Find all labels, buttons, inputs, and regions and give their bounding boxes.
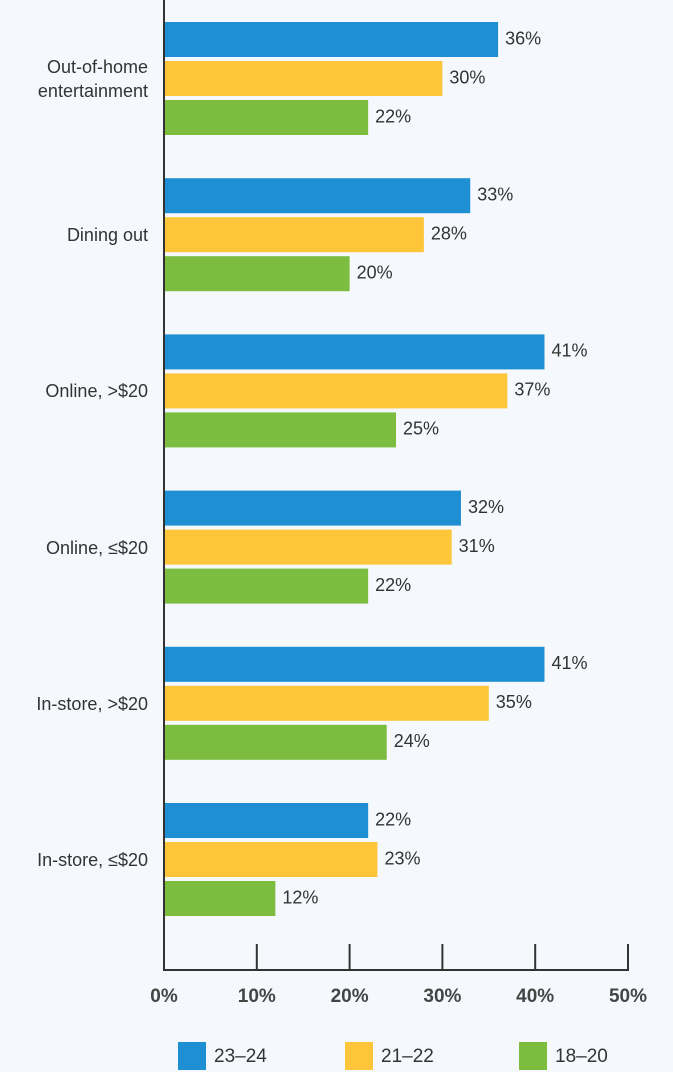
category-label: Out-of-home entertainment — [37, 57, 148, 101]
category-label: Online, >$20 — [45, 381, 148, 402]
value-label: 31% — [459, 536, 495, 556]
bar — [164, 685, 489, 721]
bar — [164, 724, 387, 760]
bar — [164, 881, 276, 916]
bar — [164, 334, 545, 370]
bar — [164, 803, 369, 838]
category-label: In-store, >$20 — [36, 693, 148, 714]
value-label: 41% — [551, 341, 587, 361]
value-label: 24% — [394, 731, 430, 751]
category-label: Online, ≤$20 — [46, 537, 148, 558]
x-tick-label: 40% — [516, 986, 554, 1007]
value-label: 32% — [468, 497, 504, 517]
value-label: 35% — [496, 692, 532, 712]
x-tick-label: 0% — [150, 986, 178, 1007]
bar — [164, 529, 452, 565]
value-label: 22% — [375, 575, 411, 595]
legend-label: 18–20 — [555, 1046, 608, 1067]
value-label: 37% — [514, 380, 550, 400]
legend-swatch — [519, 1042, 547, 1070]
value-label: 25% — [403, 419, 439, 439]
value-label: 12% — [282, 887, 318, 907]
value-label: 22% — [375, 809, 411, 829]
value-label: 36% — [505, 28, 541, 48]
category-label: In-store, ≤$20 — [37, 850, 148, 870]
x-tick-label: 20% — [331, 986, 369, 1007]
category-label: Dining out — [66, 225, 148, 246]
legend-label: 23–24 — [214, 1046, 267, 1067]
legend-label: 21–22 — [381, 1046, 434, 1067]
bar — [164, 61, 443, 96]
bar — [164, 412, 396, 448]
legend-swatch — [345, 1042, 373, 1070]
bar — [164, 490, 461, 526]
bar — [164, 568, 369, 604]
x-tick-label: 30% — [423, 986, 461, 1007]
value-label: 23% — [384, 848, 420, 868]
legend-swatch — [178, 1042, 206, 1070]
bar — [164, 178, 471, 214]
x-tick-label: 10% — [238, 986, 276, 1007]
x-tick-label: 50% — [609, 986, 647, 1007]
value-label: 30% — [449, 67, 485, 87]
value-label: 22% — [375, 106, 411, 126]
value-label: 33% — [477, 184, 513, 204]
bar — [164, 373, 508, 409]
value-label: 20% — [357, 262, 393, 282]
value-label: 28% — [431, 223, 467, 243]
bar — [164, 646, 545, 682]
bar — [164, 256, 350, 292]
bar — [164, 100, 369, 135]
bar — [164, 217, 424, 253]
bar — [164, 842, 378, 877]
value-label: 41% — [551, 653, 587, 673]
bar — [164, 22, 499, 57]
